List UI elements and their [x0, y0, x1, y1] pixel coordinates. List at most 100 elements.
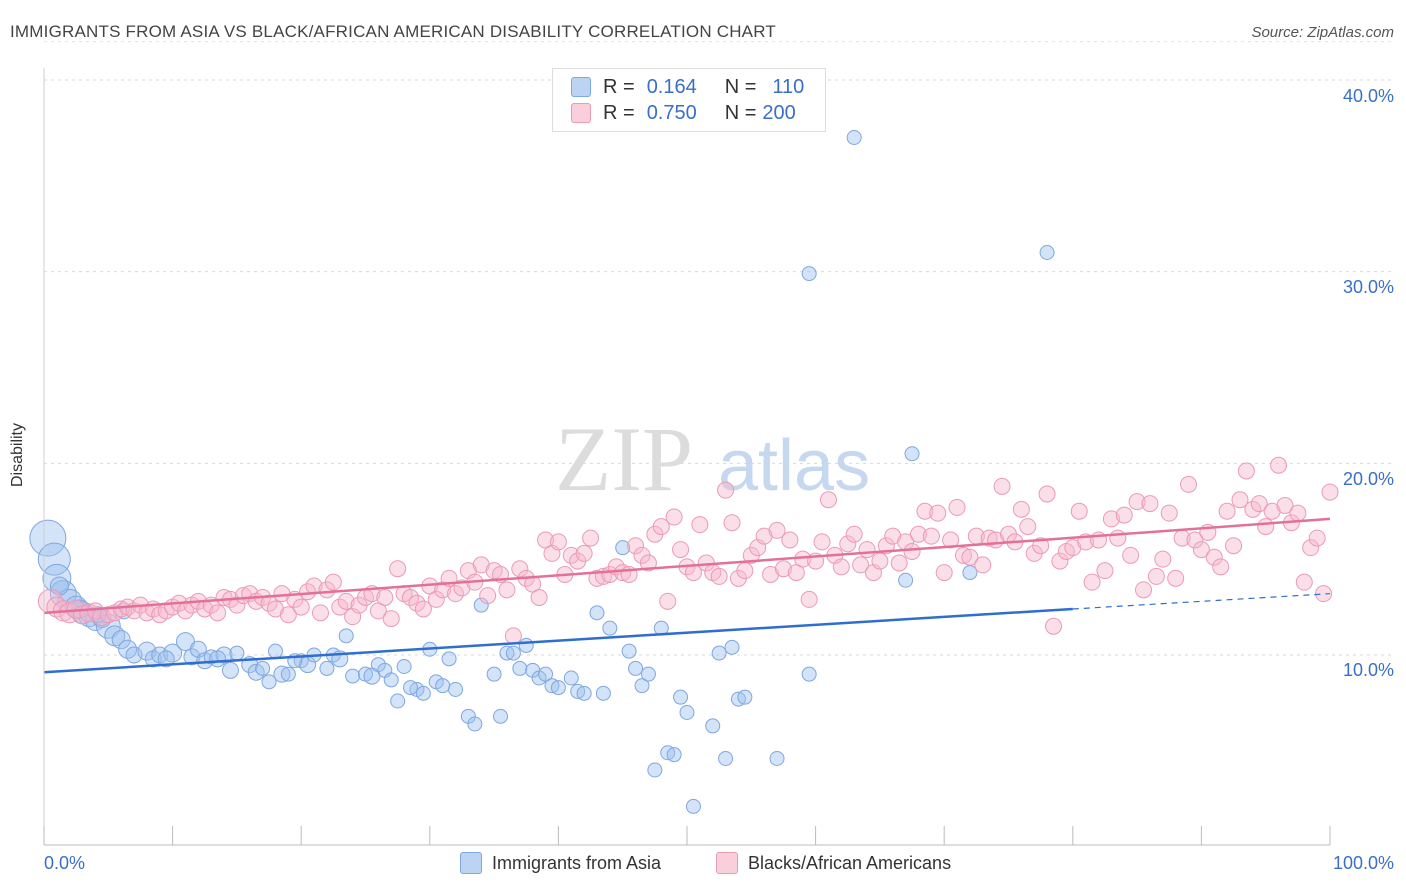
black-point — [1109, 529, 1127, 547]
asia-point — [383, 672, 399, 688]
black-point — [723, 514, 741, 532]
asia-point — [563, 670, 579, 686]
black-point — [215, 589, 233, 606]
black-point — [1276, 497, 1294, 514]
watermark: ZIP atlas — [555, 408, 870, 510]
y-tick-label-40: 40.0% — [1342, 86, 1394, 106]
black-point — [292, 598, 310, 616]
asia-point — [615, 540, 631, 556]
black-point — [1141, 495, 1159, 513]
black-point — [337, 592, 355, 610]
asia-point — [647, 762, 663, 778]
legend-r-label: R = — [603, 101, 635, 124]
asia-point — [273, 665, 291, 683]
black-point — [1160, 504, 1178, 522]
asia-point — [711, 645, 727, 661]
black-point — [1295, 573, 1313, 591]
black-point — [279, 606, 297, 624]
asia-point — [801, 666, 817, 682]
asia-point — [209, 650, 227, 668]
asia-point — [435, 678, 451, 694]
asia-point — [705, 718, 721, 734]
black-point — [672, 541, 690, 559]
asia-point — [499, 645, 515, 661]
asia-point — [175, 632, 195, 652]
axes — [43, 68, 1331, 846]
asia-point — [163, 643, 183, 663]
black-point — [974, 556, 992, 574]
black-point — [1257, 518, 1275, 536]
black-point — [993, 477, 1011, 495]
black-point — [1045, 617, 1063, 635]
asia-point — [493, 708, 509, 724]
asia-point — [679, 705, 695, 720]
asia-point — [396, 659, 412, 674]
black-point — [498, 581, 516, 599]
black-point — [427, 590, 445, 608]
black-point — [1315, 585, 1333, 603]
asia-point — [512, 660, 528, 676]
black-point — [549, 533, 567, 551]
asia-point — [769, 751, 785, 766]
asia-point — [898, 572, 914, 588]
asia-point — [673, 689, 689, 705]
series-immigrants-asia-points — [29, 130, 1055, 814]
black-point — [890, 554, 908, 572]
black-point — [710, 567, 728, 585]
black-point — [1115, 506, 1133, 524]
asia-trend-extension — [1072, 593, 1331, 610]
chart-title: IMMIGRANTS FROM ASIA VS BLACK/AFRICAN AM… — [10, 22, 776, 41]
black-point — [819, 491, 837, 509]
asia-point — [666, 747, 682, 763]
black-point — [402, 589, 420, 606]
black-point — [852, 556, 870, 574]
bottom-legend-asia: Immigrants from Asia — [460, 852, 661, 874]
asia-point — [338, 628, 354, 644]
asia-point — [685, 798, 701, 814]
black-point — [1237, 462, 1255, 480]
legend-swatch-asia — [571, 77, 591, 97]
black-point — [659, 592, 677, 610]
asia-point — [473, 597, 489, 613]
legend-n-label: N = — [724, 101, 757, 124]
black-point — [1167, 569, 1185, 587]
legend-n-value: 110 — [772, 75, 805, 98]
asia-point — [505, 645, 521, 661]
asia-point — [724, 639, 740, 655]
bottom-legend-swatch-asia — [460, 852, 482, 874]
black-point — [389, 560, 407, 578]
correlation-legend: R = 0.164 N = 110 R = 0.750 N = 200 — [552, 68, 826, 132]
black-point — [447, 585, 465, 603]
black-point — [1070, 502, 1088, 520]
asia-point — [486, 666, 502, 682]
black-point — [1218, 502, 1236, 520]
asia-point — [42, 563, 72, 593]
asia-trend-line — [43, 607, 1073, 674]
black-point — [652, 518, 670, 536]
black-point — [691, 516, 709, 534]
black-point — [1102, 510, 1120, 528]
asia-point — [801, 266, 817, 282]
asia-point — [1039, 245, 1055, 260]
black-trend-line — [43, 517, 1331, 615]
black-point — [1192, 541, 1210, 559]
asia-point — [602, 620, 618, 636]
black-point — [1186, 531, 1204, 549]
asia-point — [37, 542, 71, 576]
black-point — [839, 535, 857, 553]
asia-point — [448, 682, 464, 697]
black-point — [800, 590, 818, 608]
black-point — [324, 573, 342, 591]
black-point — [909, 525, 927, 543]
black-point — [1212, 558, 1230, 576]
asia-point — [280, 666, 296, 682]
asia-point — [441, 651, 457, 667]
black-point — [530, 589, 548, 606]
black-point — [1051, 552, 1069, 570]
asia-point — [118, 639, 138, 659]
black-point — [1225, 537, 1243, 555]
black-point — [1096, 562, 1114, 580]
black-point — [1244, 500, 1262, 518]
asia-point — [390, 693, 406, 709]
